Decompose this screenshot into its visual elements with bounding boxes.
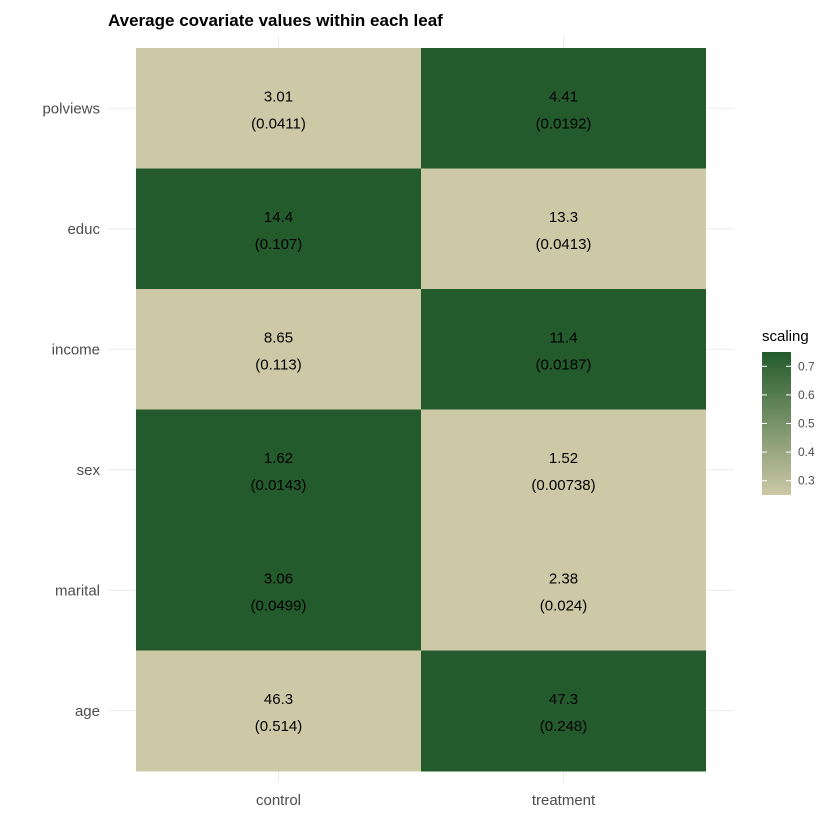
cell-tile xyxy=(136,530,421,651)
cell-se-label: (0.248) xyxy=(540,718,588,735)
cell-tile xyxy=(136,409,421,531)
x-tick-label: treatment xyxy=(532,792,596,809)
cell-se-label: (0.0187) xyxy=(536,356,592,373)
legend-ticks: 0.3 0.4 0.5 0.6 0.7 xyxy=(762,359,815,488)
legend-tick-label: 0.3 xyxy=(798,474,815,488)
y-tick-label: income xyxy=(52,341,100,358)
cell-se-label: (0.113) xyxy=(255,356,301,373)
cell-se-label: (0.0499) xyxy=(251,597,307,614)
legend-tick-label: 0.6 xyxy=(798,388,815,402)
cell-tile xyxy=(421,168,706,290)
legend-tick-label: 0.4 xyxy=(798,445,815,459)
cell-se-label: (0.0143) xyxy=(251,477,307,494)
cell-value-label: 11.4 xyxy=(549,329,577,346)
heatmap-cell: 2.38 (0.024) xyxy=(421,530,706,651)
heatmap-cell: 14.4 (0.107) xyxy=(136,168,421,290)
heatmap-cell: 11.4 (0.0187) xyxy=(421,289,706,410)
cell-tile xyxy=(421,289,706,410)
cell-value-label: 13.3 xyxy=(549,209,578,226)
cell-value-label: 1.62 xyxy=(264,450,293,467)
x-tick-label: control xyxy=(256,792,301,809)
heatmap-cell: 4.41 (0.0192) xyxy=(421,48,706,169)
cell-value-label: 47.3 xyxy=(549,691,578,708)
legend-tick-label: 0.5 xyxy=(798,417,815,431)
cell-tile xyxy=(421,530,706,651)
cell-tile xyxy=(421,650,706,772)
heatmap-cell: 3.01 (0.0411) xyxy=(136,48,421,169)
legend-tick-label: 0.7 xyxy=(798,359,815,373)
heatmap-cell: 1.62 (0.0143) xyxy=(136,409,421,531)
cell-tile xyxy=(136,48,421,169)
cell-se-label: (0.024) xyxy=(540,597,588,614)
chart-title: Average covariate values within each lea… xyxy=(108,11,443,30)
x-axis-ticks: control treatment xyxy=(256,792,596,809)
cell-value-label: 14.4 xyxy=(264,209,293,226)
cell-tile xyxy=(136,650,421,772)
cell-tile xyxy=(136,168,421,290)
cell-value-label: 8.65 xyxy=(264,329,293,346)
cell-se-label: (0.00738) xyxy=(531,477,595,494)
y-tick-label: educ xyxy=(67,221,100,238)
heatmap-cell: 1.52 (0.00738) xyxy=(421,409,706,531)
cell-se-label: (0.0413) xyxy=(536,236,592,253)
heatmap-cell: 3.06 (0.0499) xyxy=(136,530,421,651)
y-tick-label: marital xyxy=(55,582,100,599)
cell-value-label: 3.06 xyxy=(264,570,293,587)
cell-tile xyxy=(136,289,421,410)
scaling-legend: scaling 0.3 0.4 0.5 0.6 0.7 xyxy=(762,328,815,495)
cell-tile xyxy=(421,409,706,531)
y-axis-ticks: polviews educ income sex marital age xyxy=(42,100,100,720)
cell-value-label: 3.01 xyxy=(264,88,293,105)
heatmap-cell: 47.3 (0.248) xyxy=(421,650,706,772)
y-tick-label: age xyxy=(75,703,100,720)
heatmap-cell: 8.65 (0.113) xyxy=(136,289,421,410)
heatmap-cell: 13.3 (0.0413) xyxy=(421,168,706,290)
cell-value-label: 2.38 xyxy=(549,570,578,587)
cell-se-label: (0.514) xyxy=(255,718,303,735)
heatmap-cell: 46.3 (0.514) xyxy=(136,650,421,772)
cell-tile xyxy=(421,48,706,169)
cell-value-label: 1.52 xyxy=(549,450,578,467)
heatmap-cells: 3.01 (0.0411) 4.41 (0.0192) 14.4 (0.107) 13.3 (… xyxy=(136,48,706,772)
cell-se-label: (0.0192) xyxy=(536,115,592,132)
cell-se-label: (0.0411) xyxy=(251,115,306,132)
cell-se-label: (0.107) xyxy=(255,236,303,253)
cell-value-label: 4.41 xyxy=(549,88,578,105)
y-tick-label: sex xyxy=(77,462,101,479)
y-tick-label: polviews xyxy=(42,100,100,117)
cell-value-label: 46.3 xyxy=(264,691,293,708)
legend-title: scaling xyxy=(762,328,809,345)
